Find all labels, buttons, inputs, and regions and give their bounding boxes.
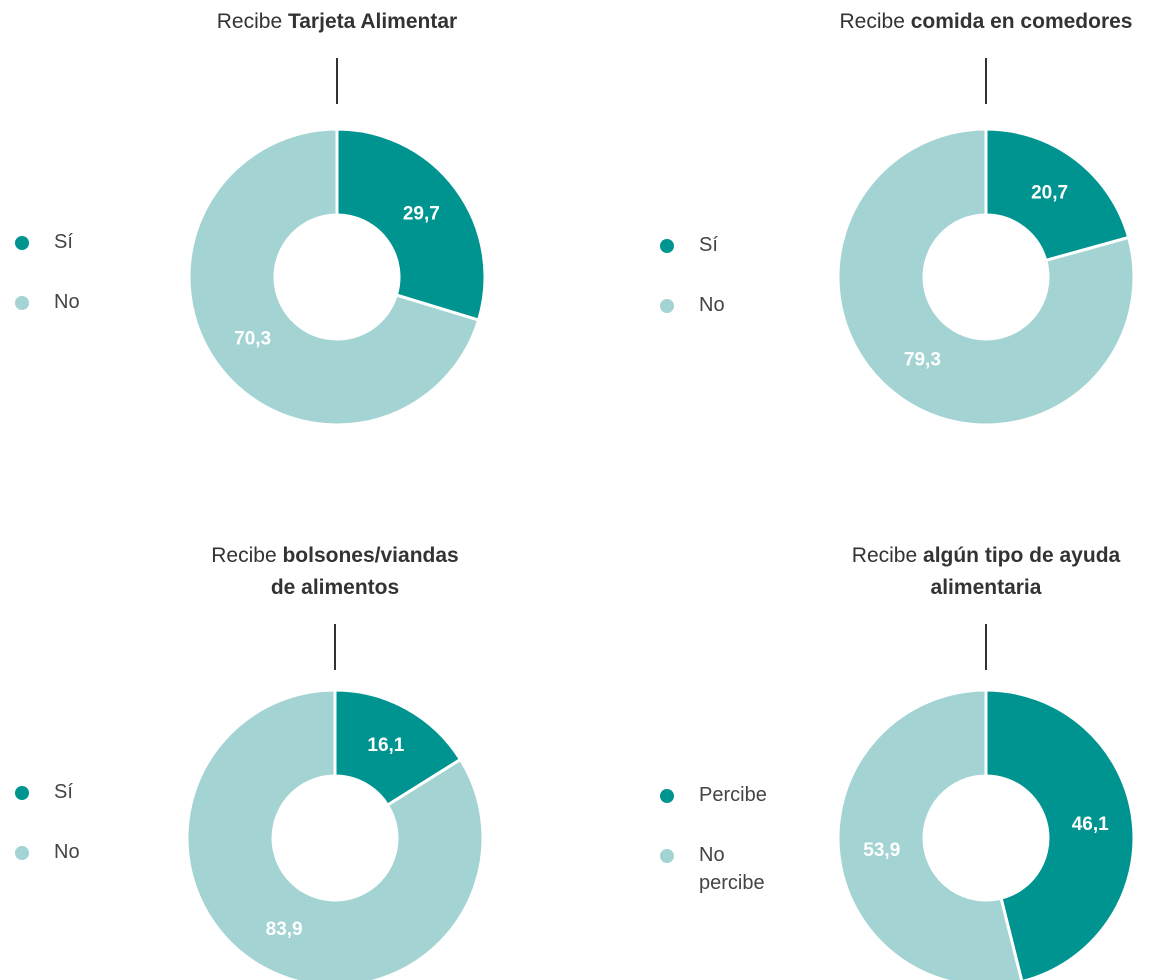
legend-line: No — [54, 841, 80, 863]
legend-marker — [660, 849, 674, 863]
donut-slice — [984, 688, 1136, 980]
donut-panel: Recibe comida en comedores 20,7 79,3 Sí No — [660, 10, 1136, 427]
legend-line: No — [699, 294, 725, 316]
value-label: 83,9 — [266, 919, 303, 940]
chart-title: Recibe Tarjeta Alimentar — [217, 10, 457, 33]
title-prefix: Recibe — [840, 10, 905, 33]
title-prefix: Recibe — [217, 10, 282, 33]
chart-title: Recibe algún tipo de ayuda — [852, 544, 1121, 567]
legend-marker — [15, 236, 29, 250]
value-label: 79,3 — [904, 350, 941, 371]
legend-line: percibe — [699, 872, 765, 894]
chart-title: de alimentos — [271, 576, 399, 599]
title-emphasis: algún tipo de ayuda — [923, 544, 1121, 567]
donut-panel: Recibe bolsones/viandas de alimentos 16,1 8… — [15, 544, 485, 980]
value-label: 53,9 — [863, 840, 900, 861]
legend-marker — [660, 299, 674, 313]
donut-slice — [836, 127, 1136, 427]
legend-label: No — [54, 841, 80, 863]
legend-marker — [660, 239, 674, 253]
legend-line: Sí — [699, 234, 718, 256]
donut-slice — [187, 127, 481, 427]
legend-line: Sí — [54, 231, 73, 253]
title-emphasis: de alimentos — [271, 576, 399, 599]
legend-label: Sí — [54, 781, 73, 803]
donut-slice — [185, 688, 485, 980]
legend-marker — [15, 846, 29, 860]
donut-slice — [836, 688, 1024, 980]
chart-title: Recibe comida en comedores — [840, 10, 1133, 33]
donut-panel: Recibe Tarjeta Alimentar 29,7 70,3 Sí No — [15, 10, 487, 427]
legend-line: No — [699, 844, 730, 866]
legend-marker — [15, 786, 29, 800]
legend-label: Percibe — [699, 784, 767, 806]
donut-slice — [333, 688, 463, 808]
value-label: 29,7 — [403, 204, 440, 225]
title-emphasis: bolsones/viandas — [282, 544, 458, 567]
legend-marker — [660, 789, 674, 803]
legend-line: No — [54, 291, 80, 313]
value-label: 20,7 — [1031, 182, 1068, 203]
legend-label: No percibe — [699, 844, 765, 894]
chart-title: Recibe bolsones/viandas — [211, 544, 458, 567]
legend-label: Sí — [699, 234, 718, 256]
donut-slice — [984, 127, 1131, 263]
legend-label: No — [54, 291, 80, 313]
legend-line: Sí — [54, 781, 73, 803]
donut-panel: Recibe algún tipo de ayuda alimentaria 46,… — [660, 544, 1136, 980]
title-emphasis: Tarjeta Alimentar — [288, 10, 457, 33]
title-prefix: Recibe — [211, 544, 276, 567]
value-label: 16,1 — [367, 735, 404, 756]
legend-label: No — [699, 294, 725, 316]
legend-line: Percibe — [699, 784, 767, 806]
legend-label: Sí — [54, 231, 73, 253]
title-emphasis: alimentaria — [931, 576, 1042, 599]
donut-slice — [335, 127, 487, 322]
title-prefix: Recibe — [852, 544, 917, 567]
legend-marker — [15, 296, 29, 310]
value-label: 46,1 — [1072, 814, 1109, 835]
chart-title: alimentaria — [931, 576, 1042, 599]
title-emphasis: comida en comedores — [911, 10, 1133, 33]
value-label: 70,3 — [234, 329, 271, 350]
